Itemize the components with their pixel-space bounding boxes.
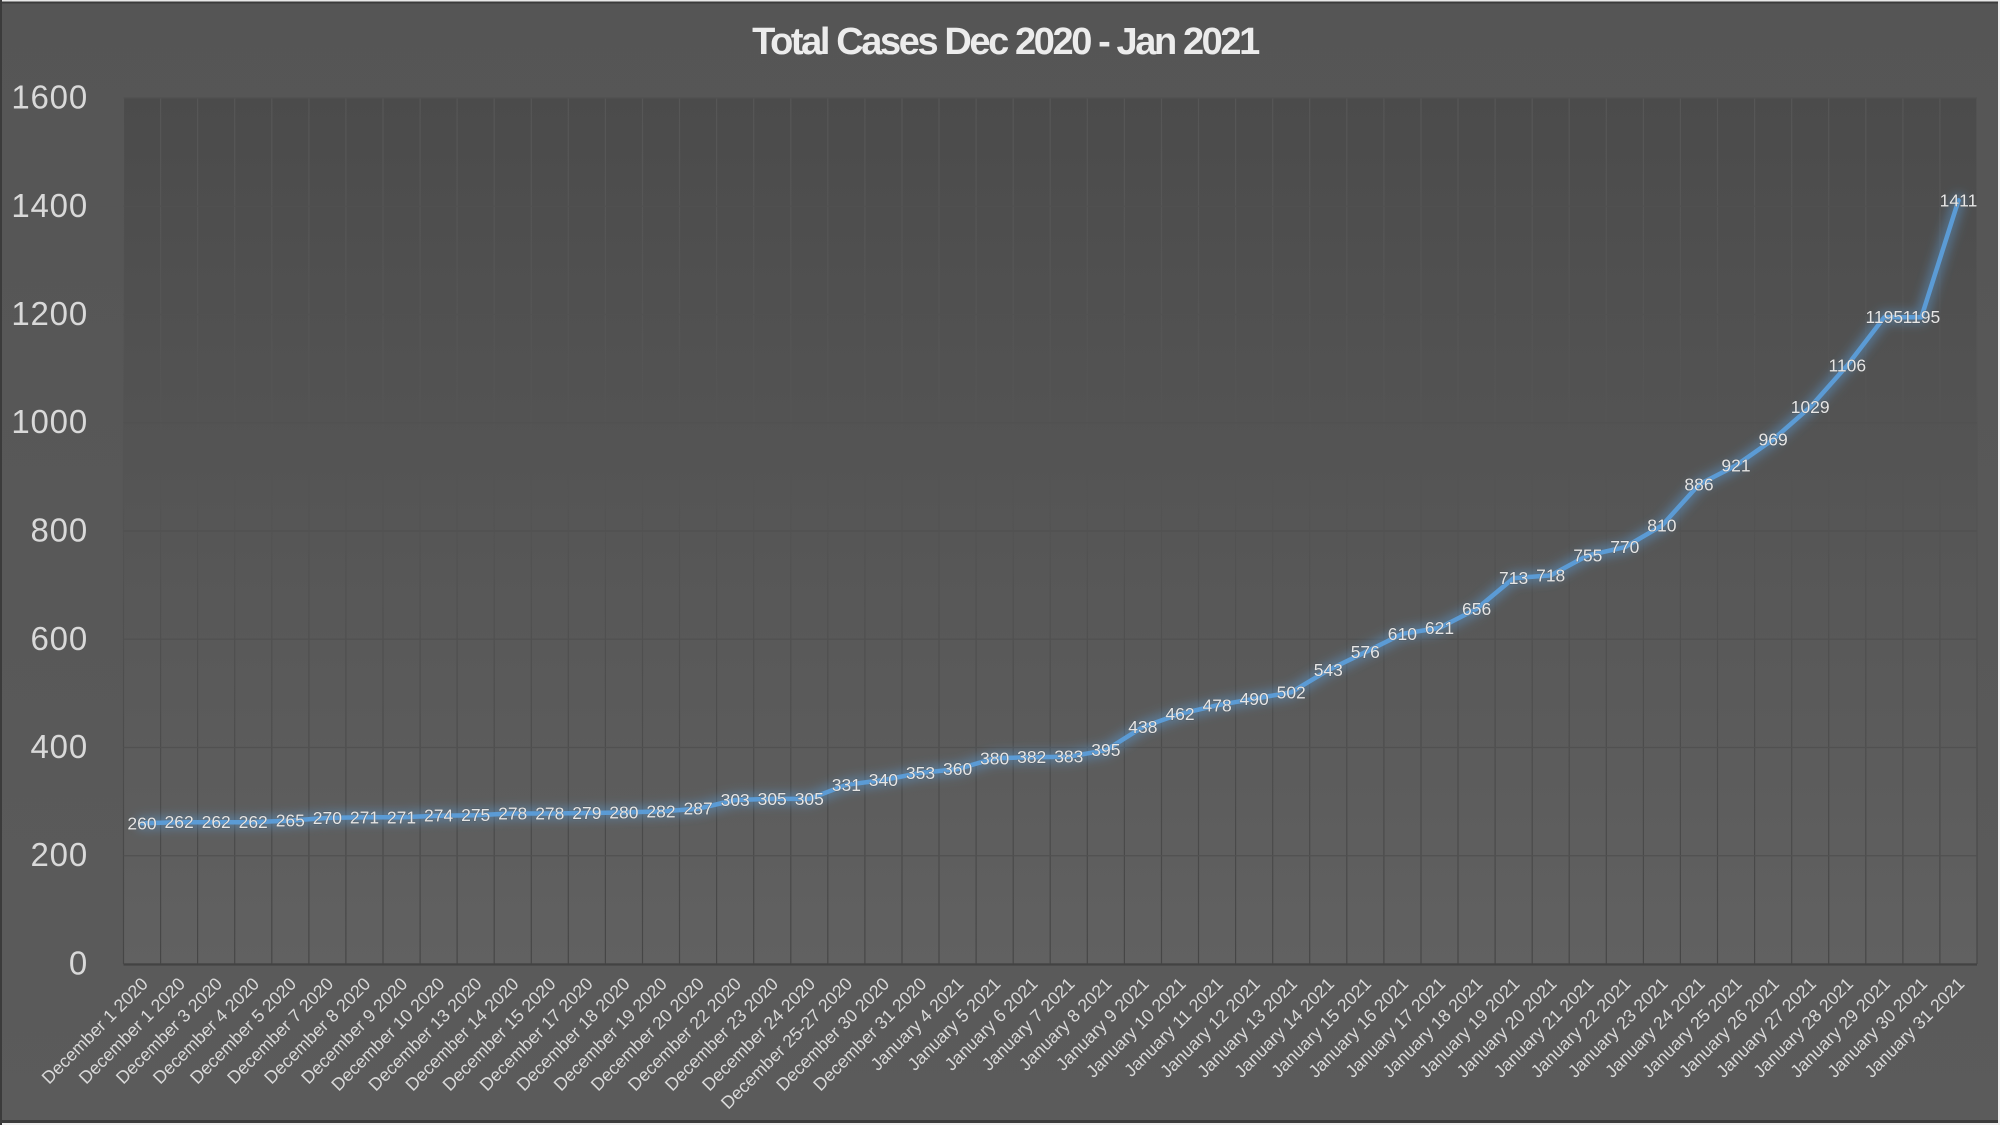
svg-text:713: 713	[1499, 568, 1528, 588]
svg-text:340: 340	[869, 770, 898, 790]
svg-text:262: 262	[164, 812, 193, 832]
svg-text:395: 395	[1091, 740, 1120, 760]
svg-text:1195: 1195	[1903, 307, 1941, 327]
svg-text:718: 718	[1536, 565, 1565, 585]
svg-text:800: 800	[31, 512, 88, 549]
svg-text:383: 383	[1054, 747, 1083, 767]
svg-text:380: 380	[980, 748, 1009, 768]
svg-text:1200: 1200	[11, 295, 88, 332]
svg-text:282: 282	[646, 801, 675, 821]
svg-text:462: 462	[1165, 704, 1194, 724]
svg-text:886: 886	[1684, 475, 1713, 495]
svg-text:400: 400	[31, 728, 88, 765]
svg-text:1195: 1195	[1865, 307, 1903, 327]
svg-text:810: 810	[1647, 516, 1676, 536]
svg-text:279: 279	[572, 803, 601, 823]
svg-text:271: 271	[350, 807, 379, 827]
svg-text:576: 576	[1351, 642, 1380, 662]
svg-text:478: 478	[1202, 695, 1231, 715]
svg-text:382: 382	[1017, 747, 1046, 767]
svg-text:260: 260	[127, 813, 156, 833]
svg-text:1000: 1000	[11, 403, 88, 440]
svg-text:262: 262	[202, 812, 231, 832]
svg-text:265: 265	[276, 811, 305, 831]
svg-text:600: 600	[31, 620, 88, 657]
svg-text:331: 331	[832, 775, 861, 795]
svg-text:305: 305	[758, 789, 787, 809]
svg-text:502: 502	[1277, 682, 1306, 702]
svg-text:755: 755	[1573, 545, 1602, 565]
svg-text:278: 278	[498, 804, 527, 824]
svg-text:270: 270	[313, 808, 342, 828]
svg-text:621: 621	[1425, 618, 1454, 638]
svg-text:1600: 1600	[11, 79, 88, 116]
svg-text:921: 921	[1721, 456, 1750, 476]
svg-text:656: 656	[1462, 599, 1491, 619]
svg-text:969: 969	[1758, 430, 1787, 450]
svg-text:770: 770	[1610, 537, 1639, 557]
svg-text:287: 287	[683, 799, 712, 819]
svg-text:271: 271	[387, 807, 416, 827]
svg-text:275: 275	[461, 805, 490, 825]
svg-text:278: 278	[535, 804, 564, 824]
svg-text:Total Cases Dec 2020 - Jan 202: Total Cases Dec 2020 - Jan 2021	[752, 21, 1260, 63]
svg-text:1400: 1400	[11, 187, 88, 224]
svg-text:360: 360	[943, 759, 972, 779]
svg-text:280: 280	[609, 803, 638, 823]
svg-text:438: 438	[1128, 717, 1157, 737]
svg-text:200: 200	[31, 836, 88, 873]
svg-text:303: 303	[721, 790, 750, 810]
svg-text:1411: 1411	[1940, 190, 1978, 210]
svg-text:274: 274	[424, 806, 453, 826]
svg-text:610: 610	[1388, 624, 1417, 644]
svg-text:490: 490	[1239, 689, 1268, 709]
svg-text:353: 353	[906, 763, 935, 783]
svg-text:1029: 1029	[1791, 397, 1830, 417]
svg-text:262: 262	[239, 812, 268, 832]
svg-text:305: 305	[795, 789, 824, 809]
svg-text:1106: 1106	[1828, 355, 1866, 375]
svg-text:543: 543	[1314, 660, 1343, 680]
svg-text:0: 0	[69, 945, 88, 982]
